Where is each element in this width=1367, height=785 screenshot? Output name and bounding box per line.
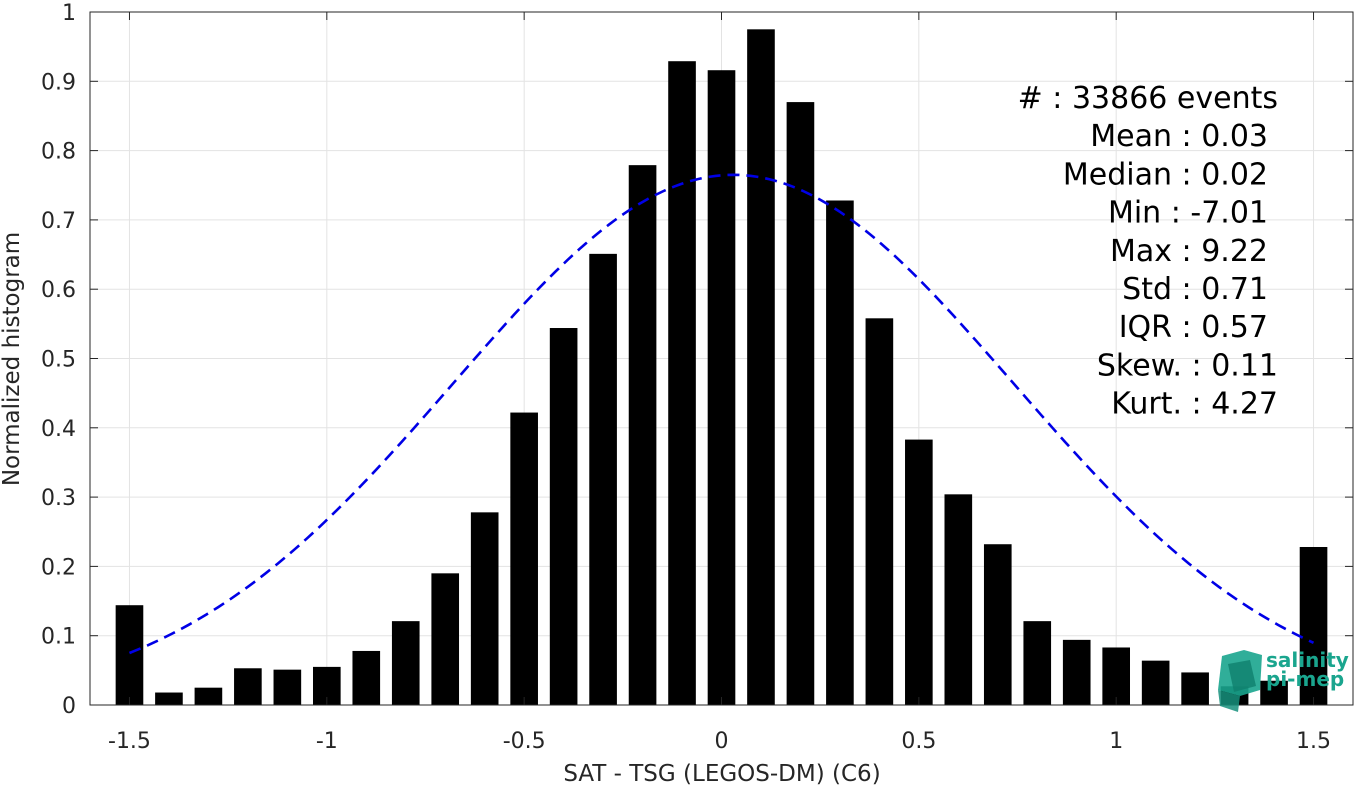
histogram-bar	[549, 328, 578, 705]
histogram-bar	[826, 200, 854, 705]
x-tick-label: 0.5	[901, 729, 936, 754]
y-tick-label: 0.6	[41, 278, 76, 303]
logo-text-line1: salinity	[1266, 648, 1349, 672]
normal-fit-curve	[128, 173, 1315, 655]
x-tick-label: -1	[316, 729, 338, 754]
histogram-bar	[1299, 546, 1328, 705]
stats-line: Skew. : 0.11	[1097, 348, 1278, 383]
histogram-bar	[707, 70, 736, 706]
histogram-bar	[1102, 647, 1131, 705]
y-tick-label: 0.8	[41, 140, 76, 165]
histogram-bar	[747, 29, 775, 705]
histogram-bar	[352, 650, 381, 705]
histogram-bar	[155, 692, 183, 705]
histogram-bar	[1181, 672, 1209, 705]
stats-line: Median : 0.02	[1063, 157, 1268, 192]
y-axis-label: Normalized histogram	[0, 232, 25, 486]
histogram-bar	[944, 494, 973, 705]
histogram-bar	[391, 621, 420, 705]
histogram-bar	[786, 102, 815, 706]
histogram-bar	[628, 165, 657, 705]
histogram-bars	[115, 29, 1328, 706]
y-tick-label: 0.2	[41, 555, 76, 580]
logo-text-line2: pi-mep	[1266, 667, 1344, 691]
stats-line: Kurt. : 4.27	[1111, 387, 1278, 422]
logo-mark-icon	[1218, 650, 1262, 712]
histogram-bar	[589, 253, 617, 705]
histogram-bar	[865, 318, 894, 705]
histogram-bar	[1023, 621, 1052, 705]
stats-line: Min : -7.01	[1108, 196, 1268, 231]
histogram-bar	[1141, 660, 1170, 705]
x-tick-label: 0	[715, 729, 729, 754]
histogram-bar	[431, 573, 460, 705]
histogram-bar	[234, 668, 262, 705]
stats-line: Std : 0.71	[1122, 272, 1268, 307]
histogram-bar	[1062, 639, 1091, 705]
y-tick-label: 0.5	[41, 348, 76, 373]
x-tick-label: 1.5	[1296, 729, 1331, 754]
x-axis-ticks: -1.5 -1 -0.5 0 0.5 1 1.5	[108, 12, 1331, 754]
histogram-bar	[194, 687, 223, 705]
y-tick-label: 0.9	[41, 70, 76, 95]
x-tick-label: 1	[1109, 729, 1123, 754]
y-tick-label: 0.1	[41, 625, 76, 650]
y-tick-label: 0.4	[41, 417, 76, 442]
histogram-bar	[983, 544, 1012, 705]
x-axis-label: SAT - TSG (LEGOS-DM) (C6)	[563, 761, 880, 785]
histogram-bar	[510, 412, 538, 705]
stats-line: Mean : 0.03	[1090, 119, 1268, 154]
histogram-bar	[668, 61, 696, 705]
stats-line: IQR : 0.57	[1119, 310, 1268, 345]
salinity-pimep-logo: salinity pi-mep	[1218, 648, 1349, 712]
x-tick-label: -1.5	[108, 729, 151, 754]
stats-line: # : 33866 events	[1018, 81, 1278, 116]
y-tick-label: 0.7	[41, 209, 76, 234]
y-tick-label: 1	[62, 1, 76, 26]
histogram-bar	[115, 605, 144, 705]
stats-line: Max : 9.22	[1110, 234, 1268, 269]
histogram-bar	[905, 439, 933, 705]
histogram-bar	[470, 512, 499, 705]
y-axis-ticks: 0 0.1 0.2 0.3 0.4 0.5 0.6 0.7 0.8 0.9 1	[41, 1, 1353, 719]
y-tick-label: 0.3	[41, 486, 76, 511]
histogram-bar	[1260, 680, 1288, 705]
y-tick-label: 0	[62, 694, 76, 719]
x-tick-label: -0.5	[503, 729, 546, 754]
histogram-bar	[273, 669, 302, 705]
